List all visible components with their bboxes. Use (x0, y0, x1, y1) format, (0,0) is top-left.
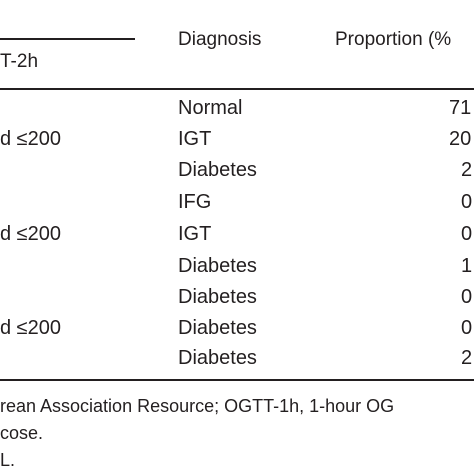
row-2-diagnosis: IGT (178, 128, 212, 150)
row-5-criteria: d ≤200 (0, 223, 62, 245)
header-ogtt-2h: T-2h (0, 51, 39, 72)
header-bottom-rule (0, 88, 474, 90)
row-2-proportion: 20 (449, 128, 472, 150)
footnote-line-2: cose. (0, 423, 44, 443)
row-6-diagnosis: Diabetes (178, 255, 257, 277)
row-4-diagnosis: IFG (178, 191, 212, 213)
row-8-proportion: 0 (461, 317, 473, 339)
header-proportion: Proportion (% (335, 29, 452, 50)
row-3-proportion: 2 (461, 159, 473, 181)
header-top-rule (0, 38, 135, 40)
row-6-proportion: 1 (461, 255, 473, 277)
header-diagnosis: Diagnosis (178, 29, 262, 50)
footnote-line-1: rean Association Resource; OGTT-1h, 1-ho… (0, 396, 395, 416)
row-4-proportion: 0 (461, 191, 473, 213)
row-1-diagnosis: Normal (178, 97, 243, 119)
row-9-proportion: 2 (461, 347, 473, 369)
row-8-diagnosis: Diabetes (178, 317, 257, 339)
row-8-criteria: d ≤200 (0, 317, 62, 339)
table-bottom-rule (0, 379, 474, 381)
row-7-diagnosis: Diabetes (178, 286, 257, 308)
row-7-proportion: 0 (461, 286, 473, 308)
row-5-proportion: 0 (461, 223, 473, 245)
row-9-diagnosis: Diabetes (178, 347, 257, 369)
row-5-diagnosis: IGT (178, 223, 212, 245)
row-3-diagnosis: Diabetes (178, 159, 257, 181)
footnote-line-3: L. (0, 450, 16, 470)
row-2-criteria: d ≤200 (0, 128, 62, 150)
row-1-proportion: 71 (449, 97, 472, 119)
